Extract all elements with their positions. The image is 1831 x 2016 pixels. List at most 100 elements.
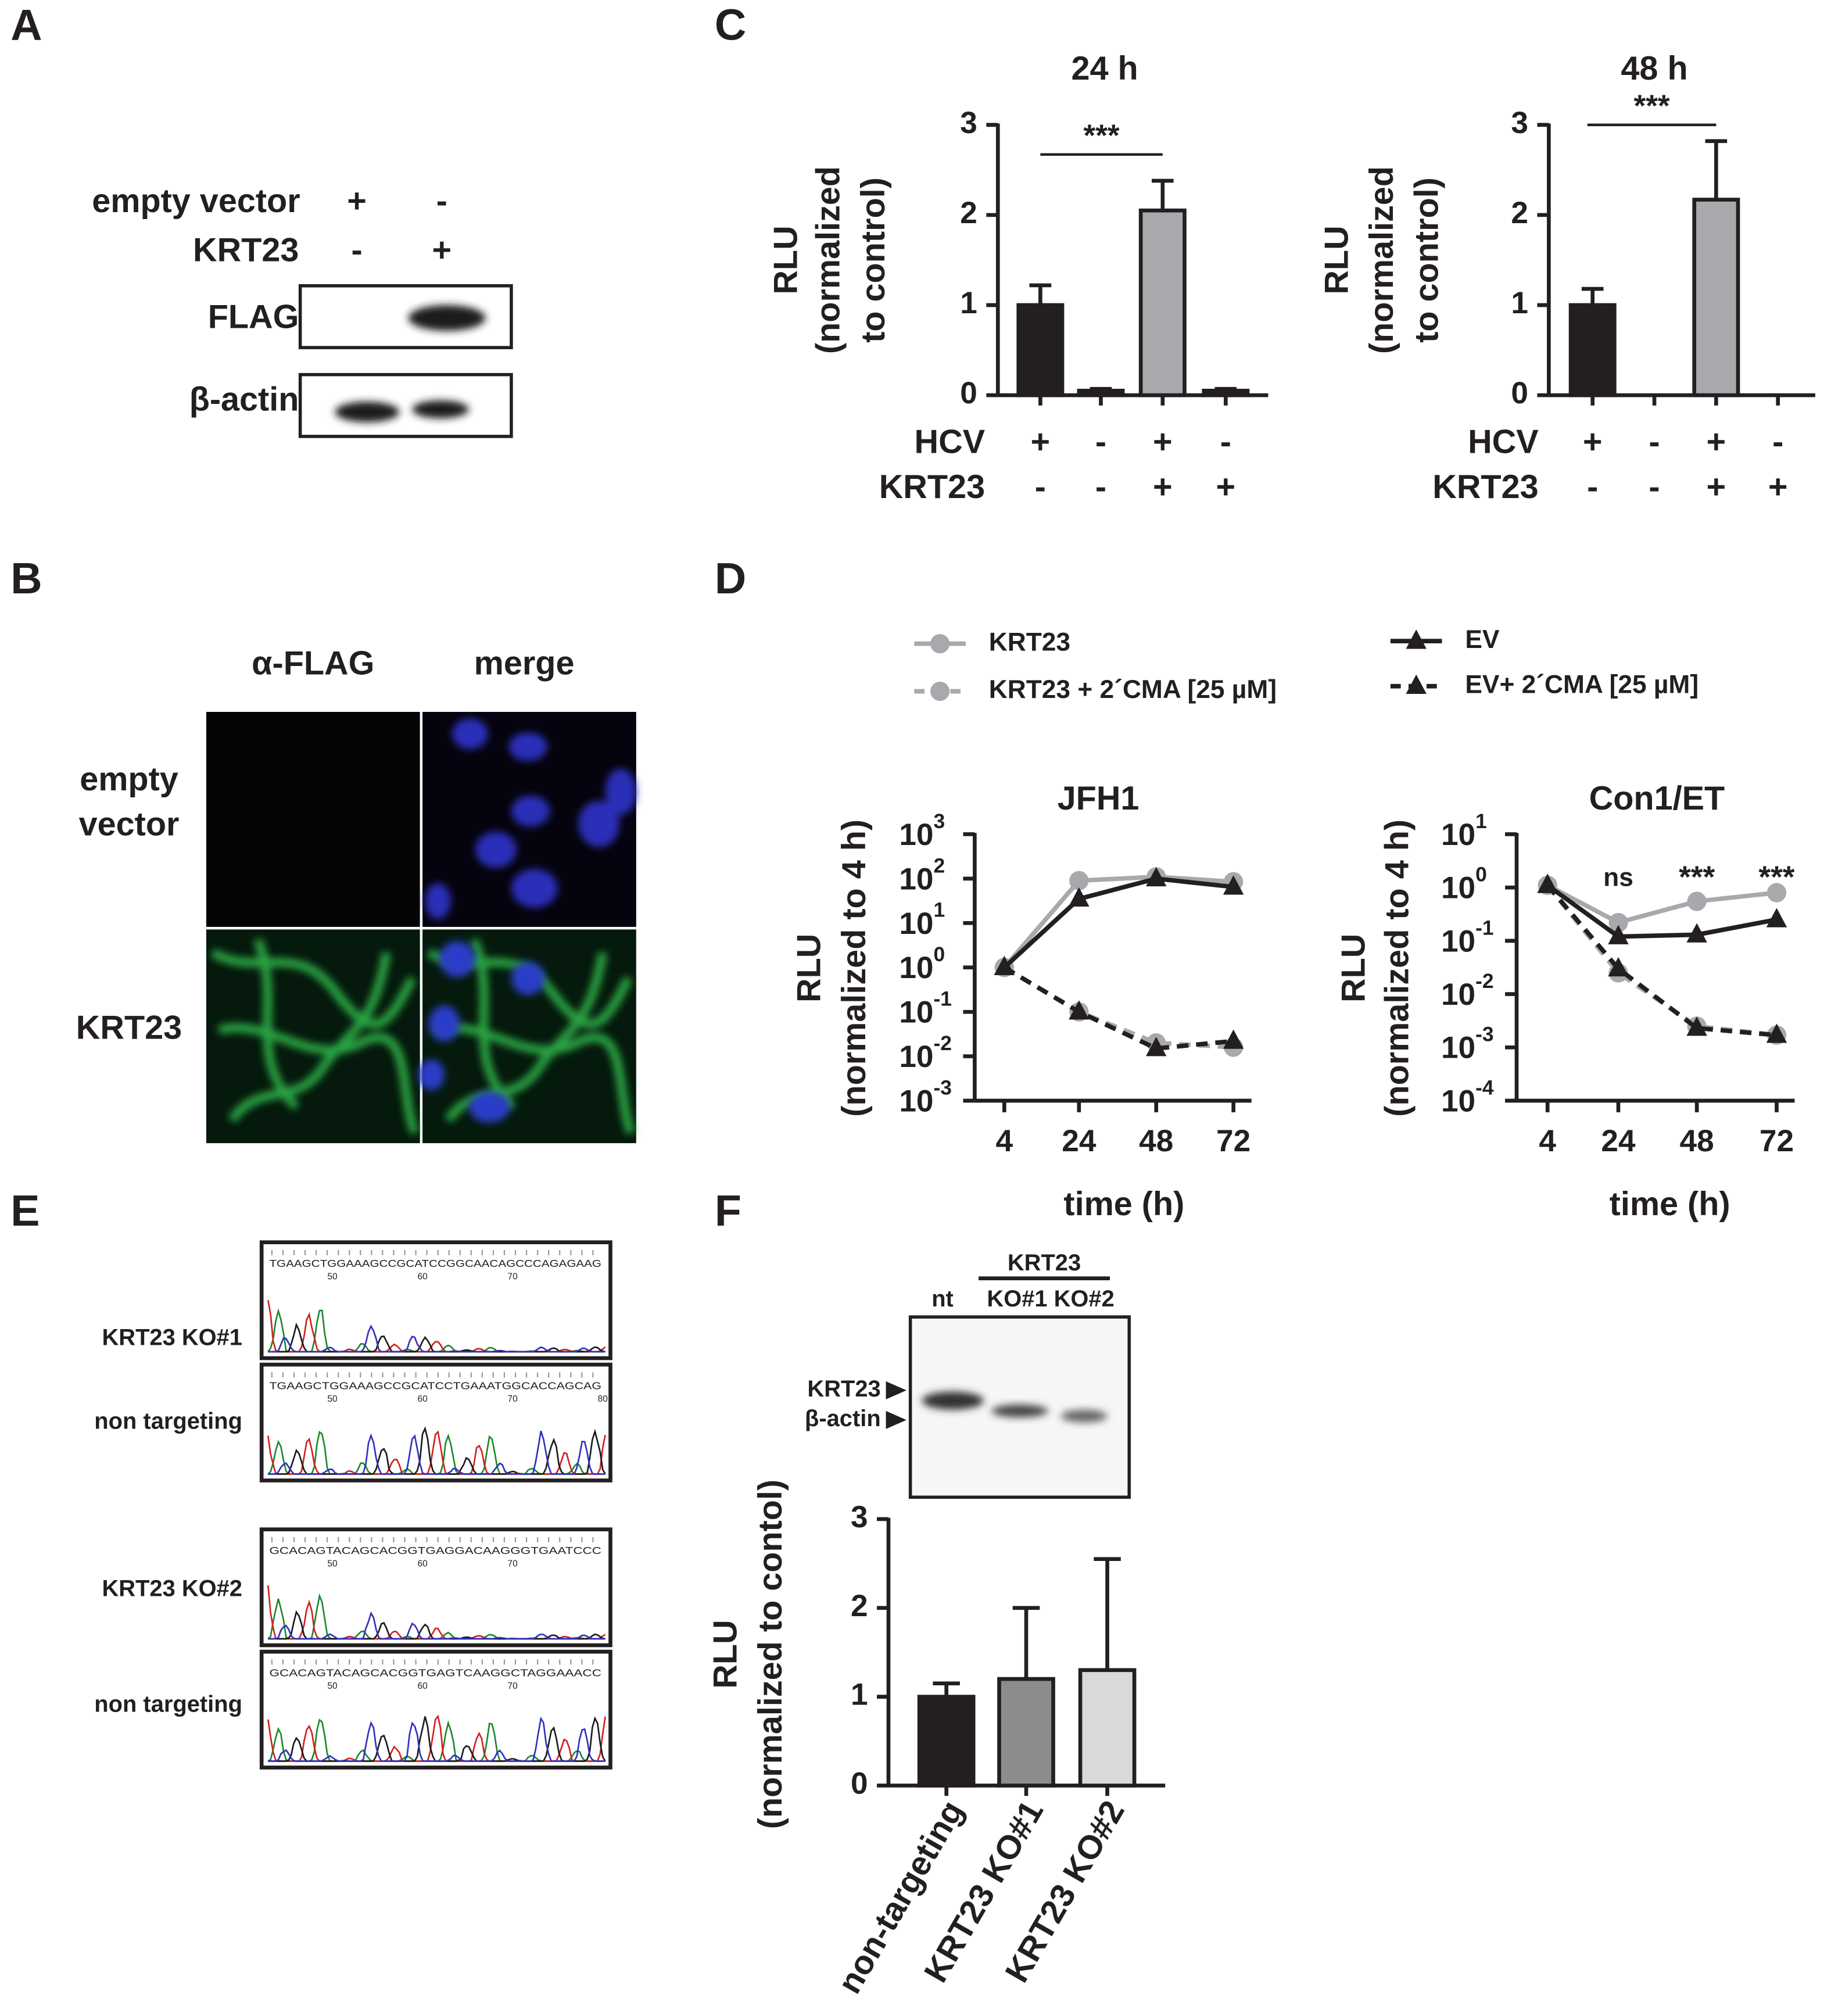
condition-label: HCV [915,423,986,460]
x-tick-label: 72 [1216,1124,1250,1158]
base-sequence: TGAAGCTGGAAAGCCGCATCCGGCAACAGCCCAGAGAAG [269,1258,601,1269]
marker [1686,1016,1707,1036]
y-tick-label: 10 [899,907,933,941]
marker [1687,891,1707,911]
chart-title: Con1/ET [1589,780,1725,817]
y-axis-label: RLU [767,225,804,294]
x-tick-label: 4 [1539,1124,1556,1158]
legend-marker [1406,629,1427,649]
base-position: 70 [508,1681,518,1691]
base-sequence: TGAAGCTGGAAAGCCGCATCCTGAAATGGCACCAGCAG [269,1380,601,1391]
trace [268,1324,605,1353]
y-tick-label: 10 [899,951,933,985]
base-position: 70 [508,1394,518,1404]
chart-title: 24 h [1072,50,1138,87]
base-position: 60 [417,1681,428,1691]
lane-label: KO#1 [987,1286,1047,1312]
error-bar [1029,283,1052,306]
marker [1223,875,1244,895]
lane-sign: - [436,182,447,220]
condition-label: KRT23 [1432,468,1538,506]
lane-sign: + [347,182,367,220]
sample-label: non targeting [94,1408,242,1434]
series-line [1002,876,1234,969]
marker [1537,873,1558,893]
base-position: 70 [508,1559,518,1569]
y-tick-label: 1 [851,1678,868,1712]
bar [1016,303,1065,398]
nuclei [425,718,636,919]
panel-label: F [715,1186,741,1235]
y-tick-label: 1 [960,286,977,320]
y-tick-label: 10 [1441,977,1475,1012]
base-position: 80 [598,1394,608,1404]
legend-label: KRT23 + 2´CMA [25 µM] [989,675,1277,704]
chart-title: JFH1 [1058,780,1140,817]
y-tick-exponent: -3 [934,1076,952,1099]
condition-sign: + [1583,423,1603,460]
band-label: FLAG [208,299,299,336]
base-sequence: GCACAGTACAGCACGGTGAGTCAAGGCTAGGAAACC [269,1667,601,1678]
y-axis-label: to control) [855,177,892,343]
bar [997,1677,1055,1788]
y-axis-label: RLU [707,1620,744,1688]
sample-label: KRT23 KO#2 [102,1575,242,1601]
y-tick-label: 0 [851,1767,868,1801]
x-tick-label: 72 [1760,1124,1794,1158]
condition-sign: - [1772,423,1783,460]
y-tick-label: 10 [899,818,933,852]
y-tick-exponent: -3 [1475,1023,1494,1046]
band-label: β-actin [189,381,299,418]
column-label: merge [474,644,575,682]
significance-label: ns [1603,864,1633,892]
panel-label: D [715,554,746,603]
row-label: empty vector [92,182,300,220]
blot-band [991,1404,1048,1417]
y-tick-label: 2 [851,1589,868,1623]
y-tick-label: 10 [1441,924,1475,958]
blot-band [1060,1409,1108,1423]
condition-sign: - [1035,468,1046,506]
marker [1608,957,1629,977]
condition-sign: - [1587,468,1598,506]
legend-label: EV [1465,625,1500,654]
error-bar [1151,178,1174,211]
y-tick-exponent: -2 [934,1032,952,1055]
y-tick-exponent: -2 [1475,969,1494,993]
band-arrow [886,1381,906,1429]
image [206,712,420,927]
y-tick-label: 3 [851,1500,868,1534]
chart-title: 48 h [1621,50,1687,87]
blot-band [408,305,486,331]
chromatogram-frame [259,1527,612,1648]
series-line [1546,883,1777,1038]
base-position: 60 [417,1394,428,1404]
y-axis-label: RLU [1318,225,1356,294]
y-tick-exponent: -4 [1475,1076,1494,1099]
lane-label: KO#2 [1054,1286,1115,1312]
y-tick-label: 10 [1441,1084,1475,1118]
y-tick-label: 10 [1441,1031,1475,1065]
x-axis-label: time (h) [1063,1186,1184,1223]
x-tick-label: 4 [996,1124,1013,1158]
western-blot-a: empty vector + - KRT23 - + FLAG β-actin [92,182,513,438]
panel-label: B [10,554,42,603]
significance-label: *** [1634,89,1670,123]
legend-label: KRT23 [989,628,1070,656]
marker [1608,925,1629,944]
condition-sign: + [1216,468,1236,506]
y-tick-label: 3 [960,106,977,140]
y-tick-label: 10 [899,1084,933,1118]
condition-sign: + [1768,468,1788,506]
sample-label: KRT23 KO#1 [102,1324,242,1350]
blot-band [412,400,469,418]
y-axis-label: RLU [790,934,827,1002]
marker [1069,1000,1090,1020]
bar [1078,1668,1137,1788]
y-axis-label: (normalized [810,166,847,354]
row-label: vector [79,805,180,843]
legend-label: EV+ 2´CMA [25 µM] [1465,670,1699,699]
marker [1686,923,1707,943]
